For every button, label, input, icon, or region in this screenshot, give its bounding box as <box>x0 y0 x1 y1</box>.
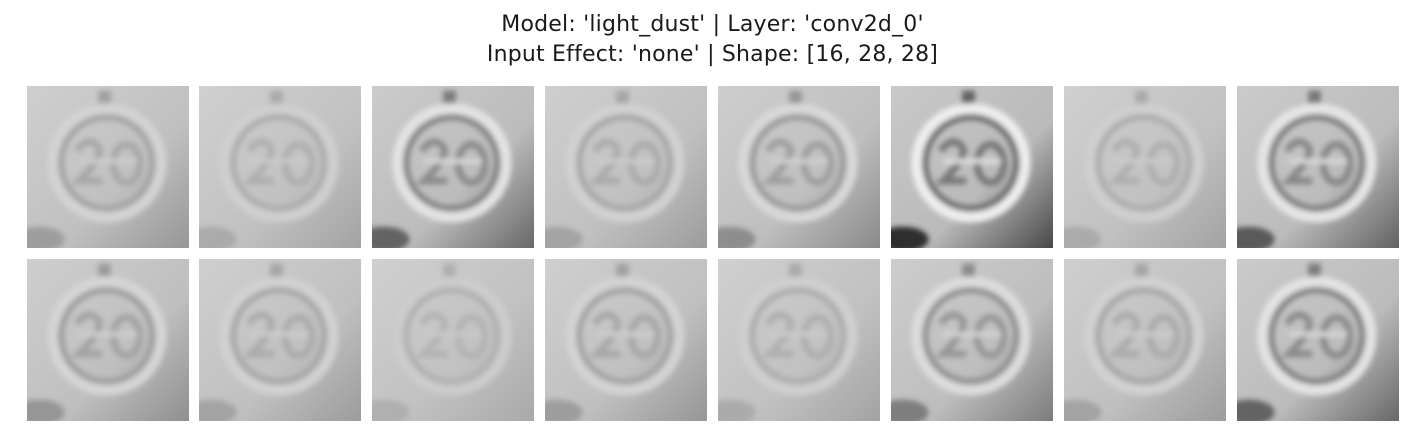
feature-map-image-7 <box>1237 86 1399 248</box>
feature-map-13 <box>891 259 1053 421</box>
feature-map-image-14 <box>1064 259 1226 421</box>
feature-map-2 <box>372 86 534 248</box>
feature-map-image-3 <box>545 86 707 248</box>
feature-map-image-8 <box>27 259 189 421</box>
title-line-1: Model: 'light_dust' | Layer: 'conv2d_0' <box>501 12 924 37</box>
feature-map-10 <box>372 259 534 421</box>
feature-map-image-6 <box>1064 86 1226 248</box>
feature-map-image-4 <box>718 86 880 248</box>
feature-map-image-13 <box>891 259 1053 421</box>
feature-map-image-9 <box>199 259 361 421</box>
feature-map-image-10 <box>372 259 534 421</box>
feature-map-4 <box>718 86 880 248</box>
feature-map-image-12 <box>718 259 880 421</box>
feature-map-5 <box>891 86 1053 248</box>
feature-map-12 <box>718 259 880 421</box>
feature-map-14 <box>1064 259 1226 421</box>
feature-map-9 <box>199 259 361 421</box>
feature-map-7 <box>1237 86 1399 248</box>
feature-map-15 <box>1237 259 1399 421</box>
feature-map-3 <box>545 86 707 248</box>
feature-map-image-2 <box>372 86 534 248</box>
title-line-2: Input Effect: 'none' | Shape: [16, 28, 2… <box>486 42 939 67</box>
feature-map-11 <box>545 259 707 421</box>
feature-map-image-1 <box>199 86 361 248</box>
feature-map-image-11 <box>545 259 707 421</box>
feature-map-1 <box>199 86 361 248</box>
feature-map-image-5 <box>891 86 1053 248</box>
feature-map-image-0 <box>27 86 189 248</box>
figure-title: Model: 'light_dust' | Layer: 'conv2d_0' … <box>0 10 1425 70</box>
feature-map-image-15 <box>1237 259 1399 421</box>
feature-map-8 <box>27 259 189 421</box>
feature-map-0 <box>27 86 189 248</box>
feature-map-6 <box>1064 86 1226 248</box>
